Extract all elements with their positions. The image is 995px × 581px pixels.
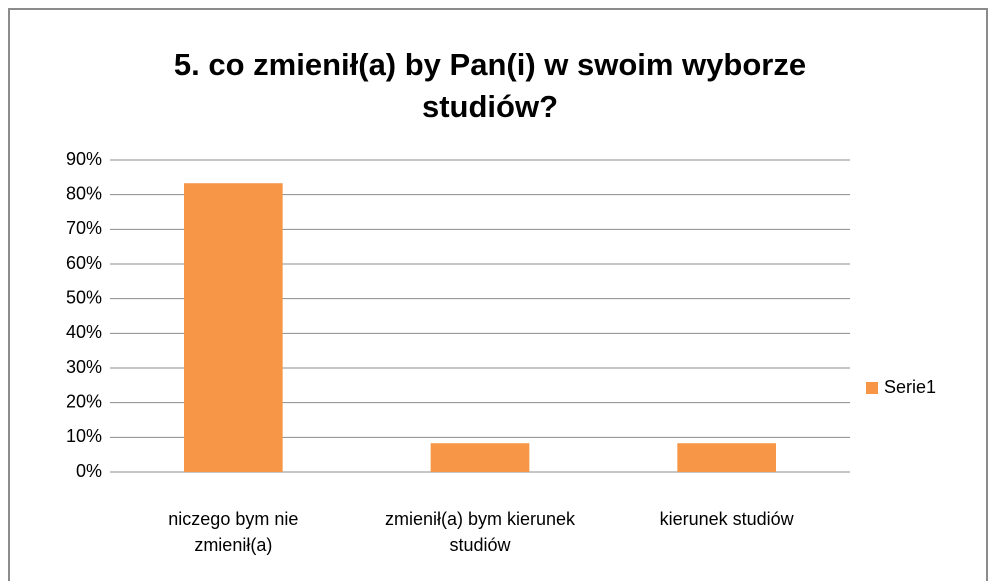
y-tick-label: 30% [66,357,102,377]
bar [184,183,283,472]
bar [430,443,530,472]
y-tick-label: 40% [66,322,102,342]
x-tick-label: niczego bym nie zmienił(a) [168,509,299,555]
x-tick-label: zmienił(a) bym kierunek studiów [384,509,576,555]
chart-frame [8,8,988,581]
legend-label: Serie1 [884,377,936,397]
legend-swatch [866,382,878,394]
y-tick-label: 20% [66,391,102,411]
y-tick-label: 0% [76,461,102,481]
y-tick-label: 60% [66,253,102,273]
bar [677,443,776,472]
y-tick-label: 10% [66,426,102,446]
chart-title: 5. co zmienił(a) by Pan(i) w swoim wybor… [173,47,807,124]
y-tick-label: 70% [66,218,102,238]
y-tick-label: 50% [66,287,102,307]
y-tick-label: 90% [66,149,102,169]
x-tick-label: kierunek studiów [659,509,794,529]
y-tick-label: 80% [66,183,102,203]
